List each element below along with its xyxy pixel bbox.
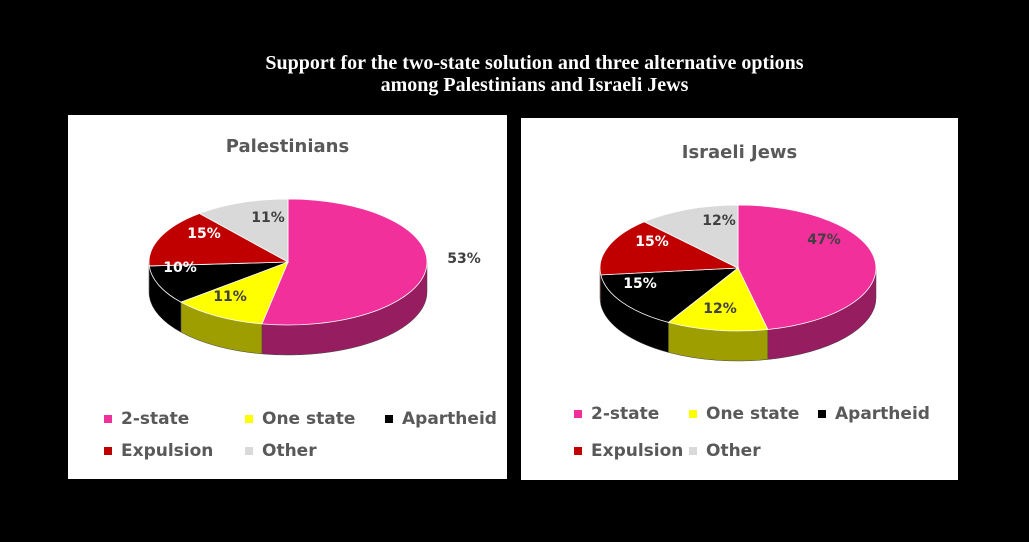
legend-item-expulsion: Expulsion — [574, 441, 683, 461]
legend-item-other: Other — [689, 441, 761, 461]
pie-slice-2-state — [261, 198, 428, 326]
pie-slice-one-state — [179, 261, 289, 325]
legend-label: 2-state — [121, 409, 190, 429]
chart-title: Israeli Jews — [681, 142, 798, 163]
main-title-line-2: among Palestinians and Israeli Jews — [380, 74, 689, 96]
chart-panel-israeli-jews: Israeli Jews 47% 12% 15% 15% 12% 2-state One … — [521, 118, 958, 480]
pie-chart-palestinians: 53% 11% 10% 15% 11% — [148, 198, 481, 356]
pie-slice-expulsion — [148, 213, 290, 267]
legend-label: Apartheid — [402, 409, 497, 429]
data-label-expulsion: 15% — [635, 234, 669, 250]
data-label-2-state: 53% — [447, 251, 481, 267]
chart-panel-palestinians: Palestinians 53% 11% 10% 15% 11% 2-state One … — [68, 115, 507, 479]
legend-swatch — [385, 415, 393, 423]
data-label-other: 12% — [702, 213, 736, 229]
legend-swatch — [818, 410, 826, 418]
legend-item-2-state: 2-state — [104, 409, 189, 429]
pie-side-walls — [599, 267, 877, 362]
legend-item-expulsion: Expulsion — [104, 441, 213, 461]
data-label-expulsion: 15% — [187, 226, 221, 242]
legend-swatch — [104, 415, 112, 423]
pie-slice-expulsion — [599, 221, 740, 276]
legend-item-one-state: One state — [689, 404, 799, 424]
main-title-line-1: Support for the two-state solution and t… — [265, 52, 804, 74]
legend-label: One state — [706, 404, 800, 424]
data-label-2-state: 47% — [807, 232, 841, 248]
pie-slice-2-state — [737, 204, 877, 330]
legend-item-other: Other — [245, 441, 317, 461]
pie-slice-other — [198, 198, 289, 263]
chart-title: Palestinians — [225, 136, 350, 157]
data-label-one-state: 12% — [703, 301, 737, 317]
legend-item-apartheid: Apartheid — [818, 404, 930, 424]
legend-item-apartheid: Apartheid — [385, 409, 497, 429]
pie-slice-other — [643, 204, 739, 269]
pie-slice-one-state — [667, 267, 769, 332]
data-label-apartheid: 10% — [163, 260, 197, 276]
data-label-other: 11% — [251, 210, 285, 226]
legend-label: 2-state — [591, 404, 660, 424]
legend-label: Expulsion — [591, 441, 684, 461]
legend-item-2-state: 2-state — [574, 404, 659, 424]
data-label-one-state: 11% — [213, 289, 247, 305]
pie-slice-apartheid — [600, 267, 740, 323]
legend-label: Expulsion — [121, 441, 214, 461]
pie-slice-apartheid — [148, 261, 289, 303]
pie-side-walls — [148, 261, 428, 356]
legend-swatch — [689, 447, 697, 455]
data-label-apartheid: 15% — [623, 276, 657, 292]
pie-chart-israeli-jews: 47% 12% 15% 15% 12% — [599, 204, 877, 362]
legend-item-one-state: One state — [245, 409, 355, 429]
legend-swatch — [245, 415, 253, 423]
legend-swatch — [245, 447, 253, 455]
legend-swatch — [689, 410, 697, 418]
legend-swatch — [574, 447, 582, 455]
legend-label: Other — [262, 441, 317, 461]
main-title: Support for the two-state solution and t… — [0, 52, 1029, 96]
legend-swatch — [104, 447, 112, 455]
legend-label: One state — [262, 409, 356, 429]
legend-label: Other — [706, 441, 761, 461]
legend-swatch — [574, 410, 582, 418]
legend-label: Apartheid — [835, 404, 930, 424]
